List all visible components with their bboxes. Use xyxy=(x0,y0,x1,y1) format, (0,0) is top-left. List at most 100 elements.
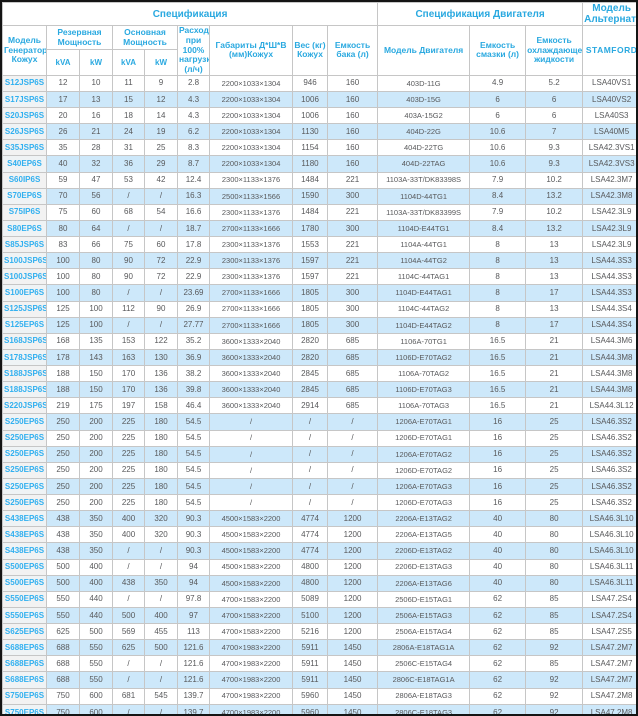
generator-model-link[interactable]: S250EP6S xyxy=(2,445,47,463)
generator-model-link[interactable]: S250EP6S xyxy=(2,477,47,496)
generator-model-link[interactable]: S688EP6S xyxy=(2,671,47,689)
oil-capacity-cell: 8 xyxy=(469,252,527,270)
generator-model-link[interactable]: S625EP6S xyxy=(2,623,47,641)
prime-kw-cell: / xyxy=(144,187,178,205)
fuel-consumption-cell: 27.77 xyxy=(177,316,210,334)
alternator-model-cell: LSA46.3S2 xyxy=(582,445,636,463)
generator-model-link[interactable]: S125JSP6S xyxy=(2,300,47,318)
tank-capacity-cell: 1450 xyxy=(326,671,379,689)
generator-model-link[interactable]: S20JSP6S xyxy=(2,107,47,125)
tank-capacity-cell: 160 xyxy=(326,90,379,109)
generator-model-link[interactable]: S250EP6S xyxy=(2,413,47,431)
table-row: S750EP6S 750 600 / / 139.7 4700×1983×220… xyxy=(2,703,636,714)
engine-model-cell: 2806C-E18TAG3 xyxy=(377,703,471,714)
generator-model-link[interactable]: S438EP6S xyxy=(2,510,47,528)
standby-kva-cell: 125 xyxy=(46,316,80,334)
generator-model-link[interactable]: S178JSP6S xyxy=(2,348,47,367)
generator-model-link[interactable]: S250EP6S xyxy=(2,429,47,447)
fuel-consumption-cell: 121.6 xyxy=(177,671,210,689)
prime-kw-cell: 19 xyxy=(144,123,178,141)
engine-model-cell: 1104C-44TAG2 xyxy=(377,300,471,318)
dimensions-cell: 2700×1133×1666 xyxy=(209,284,293,302)
generator-model-link[interactable]: S220JSP6S xyxy=(2,397,47,415)
oil-capacity-cell: 8 xyxy=(469,236,527,254)
generator-model-link[interactable]: S26JSP6S xyxy=(2,123,47,141)
generator-model-link[interactable]: S100JSP6S xyxy=(2,268,47,286)
weight-cell: 946 xyxy=(292,74,328,92)
table-row: S100JSP6S 100 80 90 72 22.9 2300×1133×13… xyxy=(2,252,636,270)
generator-model-link[interactable]: S500EP6S xyxy=(2,558,47,576)
prime-kw-cell: 60 xyxy=(144,236,178,254)
generator-model-link[interactable]: S688EP6S xyxy=(2,639,47,657)
alternator-model-cell: LSA40VS2 xyxy=(582,90,636,109)
weight-cell: 4800 xyxy=(292,558,328,576)
generator-model-link[interactable]: S75IP6S xyxy=(2,203,47,221)
weight-cell: 5960 xyxy=(292,687,328,705)
spec-table-body: S12JSP6S 12 10 11 9 2.8 2200×1033×1304 9… xyxy=(2,74,636,714)
tank-capacity-cell: 685 xyxy=(326,397,379,415)
alternator-model-cell: LSA44.3L12 xyxy=(582,397,636,415)
generator-model-link[interactable]: S100JSP6S xyxy=(2,252,47,270)
generator-model-link[interactable]: S438EP6S xyxy=(2,542,47,560)
prime-kva-cell: 53 xyxy=(112,171,145,189)
generator-model-link[interactable]: S168JSP6S xyxy=(2,332,47,350)
generator-model-link[interactable]: S438EP6S xyxy=(2,526,47,544)
coolant-capacity-cell: 10.2 xyxy=(525,203,584,221)
generator-model-link[interactable]: S12JSP6S xyxy=(2,74,47,92)
generator-model-link[interactable]: S250EP6S xyxy=(2,494,47,512)
generator-model-link[interactable]: S250EP6S xyxy=(2,461,47,479)
standby-kw-cell: 200 xyxy=(79,461,113,479)
generator-model-link[interactable]: S80EP6S xyxy=(2,219,47,238)
coolant-capacity-cell: 13 xyxy=(525,300,584,318)
weight-cell: / xyxy=(292,445,328,463)
generator-model-link[interactable]: S550EP6S xyxy=(2,590,47,608)
engine-model-cell: 1206D-E70TAG2 xyxy=(377,461,471,479)
tank-capacity-cell: 1200 xyxy=(326,558,379,576)
generator-model-link[interactable]: S35JSP6S xyxy=(2,139,47,157)
oil-capacity-cell: 16.5 xyxy=(469,397,527,415)
tank-capacity-cell: / xyxy=(326,429,379,447)
dimensions-cell: 3600×1333×2040 xyxy=(209,381,293,399)
generator-model-link[interactable]: S70EP6S xyxy=(2,187,47,205)
table-row: S60IP6S 59 47 53 42 12.4 2300×1133×1376 … xyxy=(2,171,636,189)
generator-model-link[interactable]: S40EP6S xyxy=(2,155,47,173)
standby-kw-cell: 150 xyxy=(79,381,113,399)
column-header-weight: Вес (кг) Кожух xyxy=(292,25,328,76)
fuel-consumption-cell: 16.6 xyxy=(177,203,210,221)
standby-kva-cell: 688 xyxy=(46,639,80,657)
standby-kva-cell: 250 xyxy=(46,429,80,447)
tank-capacity-cell: 160 xyxy=(326,155,379,173)
prime-kw-cell: 158 xyxy=(144,397,178,415)
dimensions-cell: 3600×1333×2040 xyxy=(209,397,293,415)
generator-model-link[interactable]: S85JSP6S xyxy=(2,236,47,254)
standby-kva-cell: 80 xyxy=(46,219,80,238)
alternator-model-cell: LSA42.3VS3 xyxy=(582,155,636,173)
generator-model-link[interactable]: S125EP6S xyxy=(2,316,47,334)
engine-model-cell: 1206D-E70TAG1 xyxy=(377,429,471,447)
table-row: S70EP6S 70 56 / / 16.3 2500×1133×1566 15… xyxy=(2,187,636,205)
generator-model-link[interactable]: S17JSP6S xyxy=(2,90,47,109)
engine-model-cell: 2506A-E15TAG4 xyxy=(377,623,471,641)
generator-model-link[interactable]: S750EP6S xyxy=(2,687,47,705)
prime-kw-cell: 400 xyxy=(144,606,178,625)
engine-model-cell: 1106D-E70TAG3 xyxy=(377,381,471,399)
tank-capacity-cell: 300 xyxy=(326,300,379,318)
alternator-model-cell: LSA47.2M7 xyxy=(582,639,636,657)
alternator-model-cell: LSA46.3S2 xyxy=(582,461,636,479)
generator-model-link[interactable]: S60IP6S xyxy=(2,171,47,189)
generator-model-link[interactable]: S100EP6S xyxy=(2,284,47,302)
prime-kva-cell: / xyxy=(112,703,145,714)
tank-capacity-cell: 221 xyxy=(326,203,379,221)
engine-model-cell: 1106A-70TG1 xyxy=(377,332,471,350)
generator-model-link[interactable]: S750EP6S xyxy=(2,703,47,714)
engine-model-cell: 1106A-70TAG3 xyxy=(377,397,471,415)
standby-kva-cell: 100 xyxy=(46,252,80,270)
prime-kva-cell: 112 xyxy=(112,300,145,318)
generator-model-link[interactable]: S188JSP6S xyxy=(2,381,47,399)
generator-model-link[interactable]: S688EP6S xyxy=(2,655,47,673)
generator-model-link[interactable]: S500EP6S xyxy=(2,574,47,592)
engine-model-cell: 2806C-E18TAG1A xyxy=(377,671,471,689)
table-row: S12JSP6S 12 10 11 9 2.8 2200×1033×1304 9… xyxy=(2,74,636,92)
generator-model-link[interactable]: S188JSP6S xyxy=(2,365,47,383)
generator-model-link[interactable]: S550EP6S xyxy=(2,606,47,625)
